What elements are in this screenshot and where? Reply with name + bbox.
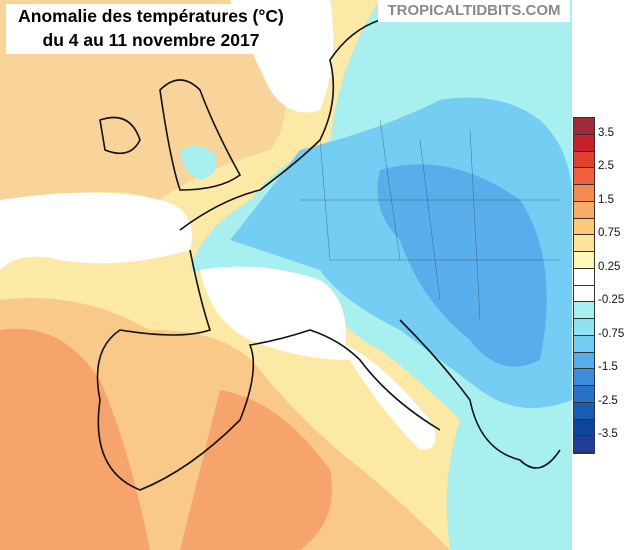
colorbar-swatch [574, 201, 594, 219]
colorbar [573, 117, 595, 454]
cool-region-uk [180, 146, 216, 180]
colorbar-label: 3.5 [598, 126, 614, 139]
colorbar-label: 2.5 [598, 160, 614, 173]
colorbar-label: -3.5 [598, 428, 618, 441]
colorbar-swatch [574, 168, 594, 185]
colorbar-label: -2.5 [598, 394, 618, 407]
colorbar-swatch [574, 369, 594, 386]
colorbar-swatch [574, 402, 594, 420]
colorbar-swatch [574, 252, 594, 269]
colorbar-swatch [574, 419, 594, 437]
colorbar-swatch [574, 285, 594, 303]
colorbar-swatch [574, 118, 594, 135]
source-credit: TROPICALTIDBITS.COM [378, 0, 570, 22]
colorbar-swatch [574, 268, 594, 286]
colorbar-label: 0.75 [598, 227, 621, 240]
colorbar-swatch [574, 134, 594, 152]
neutral-france-italy [200, 266, 436, 450]
title-line-1: Anomalie des températures (°C) [18, 6, 284, 26]
map-title: Anomalie des températures (°C) du 4 au 1… [6, 4, 296, 54]
colorbar-swatch [574, 386, 594, 403]
colorbar-swatch [574, 302, 594, 319]
neutral-band-atlantic [0, 192, 192, 270]
colorbar-swatch [574, 335, 594, 353]
colorbar-label: -0.25 [598, 294, 625, 307]
warm-strong-africa [180, 390, 332, 550]
colorbar-label: 1.5 [598, 193, 614, 206]
colorbar-swatch [574, 151, 594, 169]
warm-strong-southwest [0, 328, 150, 550]
cool-strong-east [377, 164, 547, 367]
colorbar-label: 0.25 [598, 260, 621, 273]
colorbar-swatch [574, 352, 594, 370]
colorbar-swatch [574, 218, 594, 236]
colorbar-swatch [574, 319, 594, 336]
colorbar-swatch [574, 185, 594, 202]
title-line-2: du 4 au 11 novembre 2017 [42, 30, 260, 50]
colorbar-label: -0.75 [598, 327, 625, 340]
colorbar-label: -1.5 [598, 361, 618, 374]
temperature-anomaly-map [0, 0, 572, 550]
colorbar-swatch [574, 235, 594, 252]
colorbar-swatch [574, 436, 594, 453]
borders [300, 119, 560, 321]
